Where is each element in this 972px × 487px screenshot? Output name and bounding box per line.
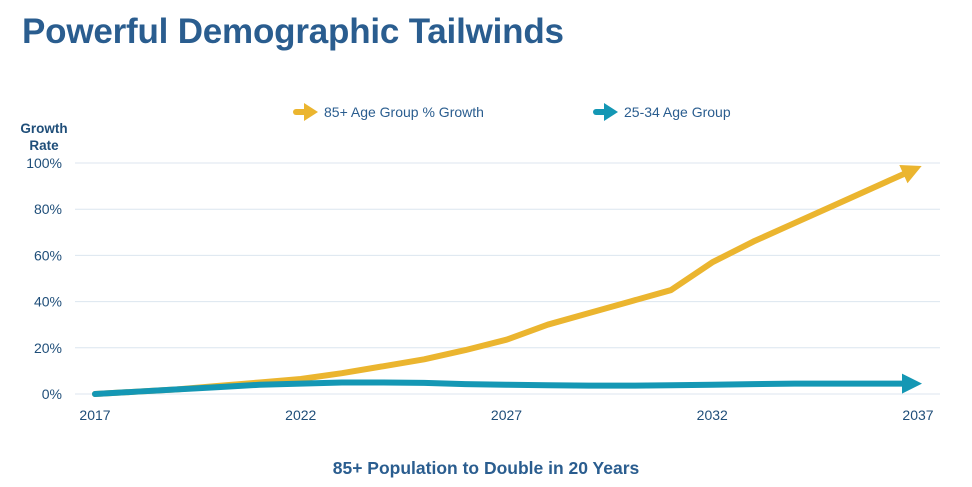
x-tick-label: 2037 bbox=[902, 407, 933, 423]
legend-label: 25-34 Age Group bbox=[624, 104, 731, 120]
y-axis-label: Growth Rate bbox=[20, 121, 68, 153]
y-tick-labels: 0% 20% 40% 60% 80% 100% bbox=[26, 155, 62, 402]
x-tick-label: 2032 bbox=[697, 407, 728, 423]
y-tick-label: 80% bbox=[34, 201, 62, 217]
x-tick-label: 2027 bbox=[491, 407, 522, 423]
x-tick-labels: 2017 2022 2027 2032 2037 bbox=[79, 407, 933, 423]
page-title: Powerful Demographic Tailwinds bbox=[22, 12, 564, 51]
series-arrowhead-1 bbox=[902, 373, 922, 394]
grid-lines bbox=[75, 162, 940, 395]
legend-arrow-icon bbox=[304, 103, 318, 121]
x-tick-label: 2017 bbox=[79, 407, 110, 423]
legend: 85+ Age Group % Growth 25-34 Age Group bbox=[293, 103, 731, 121]
y-tick-label: 60% bbox=[34, 247, 62, 263]
series-line-0 bbox=[92, 170, 909, 397]
series-arrowhead-0 bbox=[899, 165, 922, 184]
series-lines bbox=[92, 165, 922, 397]
x-tick-label: 2022 bbox=[285, 407, 316, 423]
chart-footer: 85+ Population to Double in 20 Years bbox=[332, 458, 640, 478]
y-tick-label: 40% bbox=[34, 294, 62, 310]
legend-item-1: 25-34 Age Group bbox=[593, 103, 731, 121]
legend-label: 85+ Age Group % Growth bbox=[324, 104, 484, 120]
legend-item-0: 85+ Age Group % Growth bbox=[293, 103, 484, 121]
y-tick-label: 0% bbox=[42, 386, 62, 402]
legend-arrow-icon bbox=[604, 103, 618, 121]
y-tick-label: 100% bbox=[26, 155, 62, 171]
y-tick-label: 20% bbox=[34, 340, 62, 356]
series-line-1 bbox=[92, 379, 907, 397]
